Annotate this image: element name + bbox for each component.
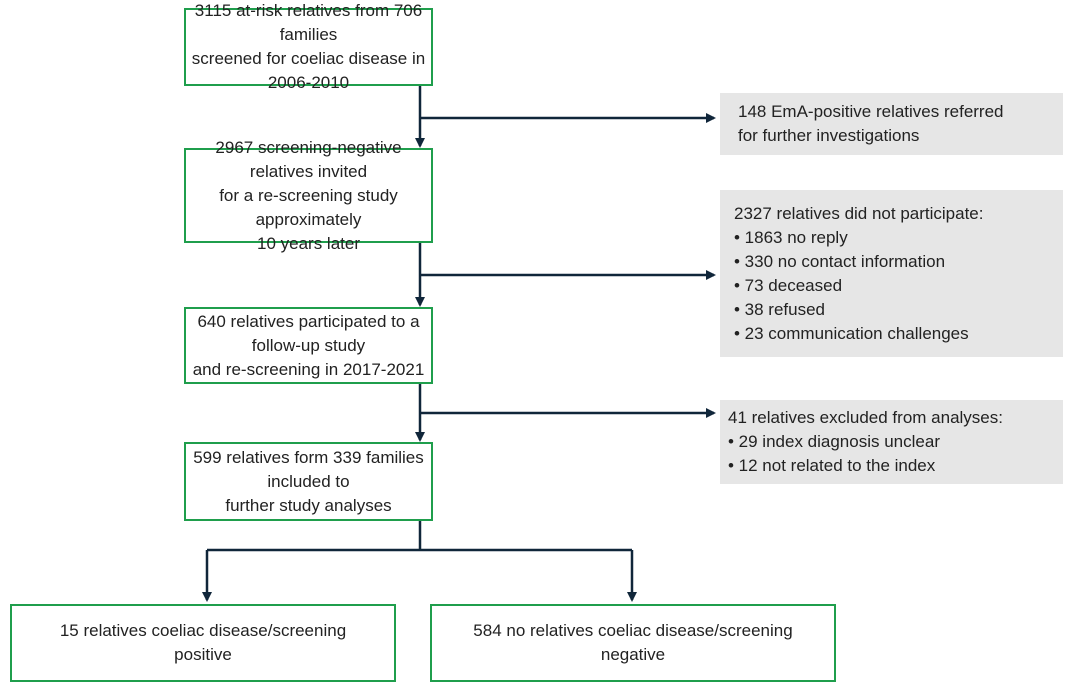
side-box: 41 relatives excluded from analyses: • 29… [720, 400, 1063, 484]
flow-box: 2967 screening-negative relatives invite… [184, 138, 433, 253]
text-line: and re-screening in 2017-2021 [192, 359, 425, 379]
text-line: 41 relatives excluded from analyses: [728, 408, 1003, 427]
flow-box: 640 relatives participated to a follow-u… [184, 307, 433, 384]
text-line: 15 relatives coeliac disease/screening [59, 621, 347, 640]
text-line: • 23 communication challenges [734, 323, 969, 343]
text-line: positive [174, 645, 232, 664]
text-line: 3115 at-risk relatives from 706 families [194, 1, 423, 44]
flow-box: 584 no relatives coeliac disease/screeni… [430, 604, 836, 682]
text-line: • 38 refused [734, 299, 826, 319]
text-line: negative [600, 645, 666, 664]
text-line: • 330 no contact information [734, 251, 946, 271]
text-line: 599 relatives form 339 families included… [193, 447, 424, 491]
text-line: further study analyses [225, 495, 392, 515]
text-line: 10 years later [257, 233, 360, 253]
text-line: • 1863 no reply [734, 227, 848, 247]
text-line: 148 EmA-positive relatives referred [738, 102, 1004, 121]
flow-box: 15 relatives coeliac disease/screening po… [10, 604, 396, 682]
text-line: 2967 screening-negative relatives invite… [215, 137, 402, 181]
text-line: 2327 relatives did not participate: [734, 203, 984, 223]
text-line: screened for coeliac disease in 2006-201… [191, 49, 426, 92]
side-box: 148 EmA-positive relatives referred for f… [720, 93, 1063, 155]
text-line: • 73 deceased [734, 275, 843, 295]
side-box: 2327 relatives did not participate: • 186… [720, 190, 1063, 357]
flow-box: 3115 at-risk relatives from 706 families… [184, 1, 433, 92]
text-line: for a re-screening study approximately [219, 185, 398, 229]
text-line: for further investigations [738, 126, 920, 145]
text-line: 640 relatives participated to a follow-u… [197, 311, 420, 355]
flow-box: 599 relatives form 339 families included… [184, 442, 433, 521]
text-line: 584 no relatives coeliac disease/screeni… [473, 621, 793, 640]
text-line: • 29 index diagnosis unclear [728, 432, 940, 451]
text-line: • 12 not related to the index [728, 456, 936, 475]
